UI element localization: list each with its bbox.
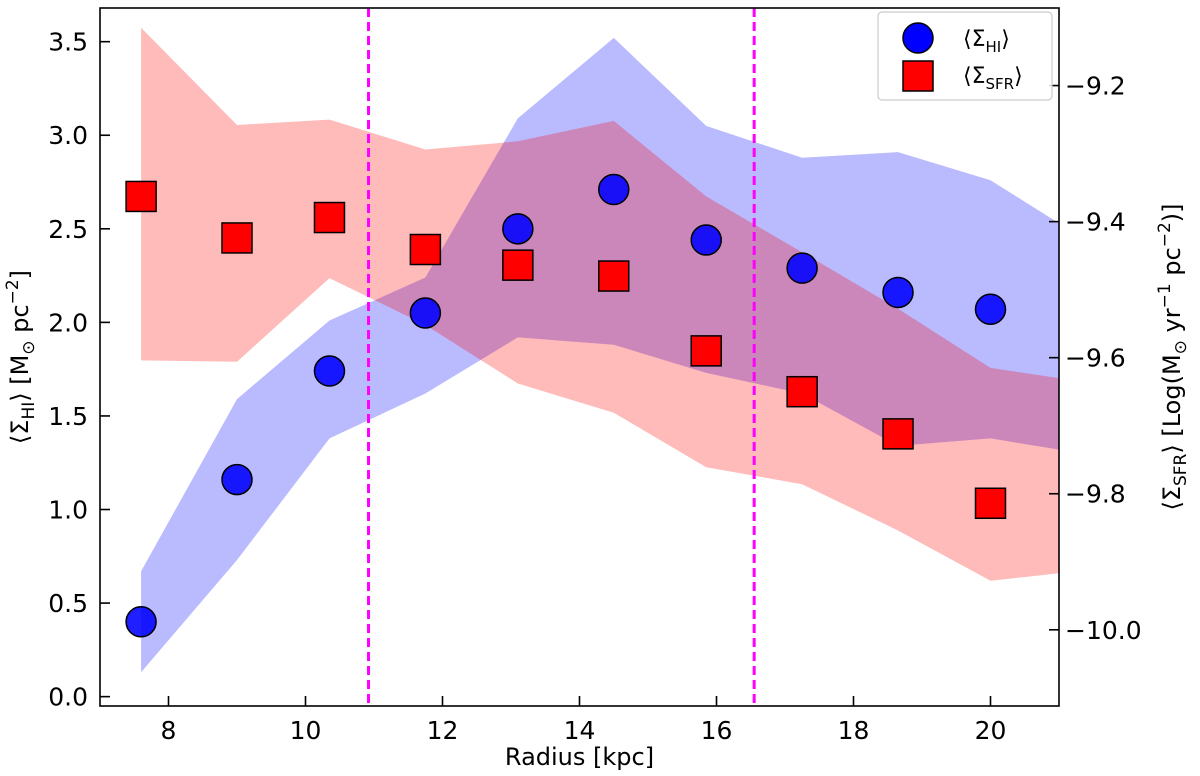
y-left-label-sub: HI [19, 402, 39, 420]
reference-lines [367, 8, 756, 706]
hi-point-9 [974, 293, 1007, 326]
y-right-tick-label-4: −9.2 [1065, 72, 1126, 101]
y-axis-left-label: ⟨ΣHI⟩ [M⊙ pc−2] [3, 270, 39, 444]
sfr-point-5 [598, 260, 630, 292]
y-left-tick-label-0: 0.0 [48, 683, 88, 712]
y-right-label-rest3: pc [1158, 247, 1186, 283]
x-axis-label: Radius [kpc] [505, 743, 654, 771]
legend-label-sfr: ⟨ΣSFR⟩ [963, 64, 1023, 93]
x-tick-label-0: 8 [161, 716, 177, 745]
sfr-point-7 [786, 375, 818, 408]
y-left-tick-label-5: 2.5 [48, 215, 88, 244]
y-right-label-sub: SFR [1171, 453, 1191, 486]
hi-point-3 [409, 297, 442, 329]
y-left-label-sup: −2 [3, 279, 23, 304]
y-right-label-rest2: yr [1158, 308, 1186, 340]
confidence-bands [141, 27, 1060, 673]
data-points [125, 173, 1007, 638]
y-left-label-sun: ⊙ [19, 340, 39, 354]
hi-point-4 [502, 213, 534, 245]
sfr-point-6 [690, 335, 722, 367]
y-right-label-main: ⟨Σ [1158, 486, 1186, 511]
y-axis-left-ticks: 0.0 0.5 1.0 1.5 2.0 2.5 3.0 3.5 [48, 28, 110, 712]
y-right-tick-label-1: −9.8 [1065, 480, 1126, 509]
hi-point-0 [125, 606, 157, 638]
x-tick-label-4: 16 [701, 716, 733, 745]
legend-hi-sub: HI [985, 38, 1001, 56]
hi-point-2 [313, 355, 346, 387]
hi-point-6 [690, 224, 722, 256]
sfr-point-4 [502, 249, 534, 281]
x-tick-label-1: 10 [290, 716, 322, 745]
hi-point-5 [598, 173, 630, 206]
legend-marker-sfr [902, 60, 934, 92]
y-left-label-rest3: ] [6, 270, 34, 279]
y-right-label-sup1: −1 [1155, 283, 1175, 308]
y-left-label-rest2: pc [6, 304, 34, 340]
x-tick-label-5: 18 [838, 716, 870, 745]
y-right-label-rest: ⟩ [Log(M [1158, 354, 1186, 453]
y-axis-right-label: ⟨ΣSFR⟩ [Log(M⊙ yr−1 pc−2)] [1155, 203, 1191, 510]
y-right-label-rest4: )] [1158, 203, 1186, 222]
legend-label-hi: ⟨ΣHI⟩ [963, 27, 1010, 56]
x-tick-label-3: 14 [564, 716, 596, 745]
y-right-tick-label-2: −9.6 [1065, 344, 1126, 373]
x-tick-label-6: 20 [975, 716, 1007, 745]
hi-point-7 [786, 252, 818, 284]
band-sfr [141, 27, 1060, 581]
sfr-point-2 [313, 201, 346, 234]
legend-hi-end: ⟩ [1001, 27, 1010, 52]
legend-sfr-end: ⟩ [1014, 64, 1023, 89]
legend-sfr-sub: SFR [985, 75, 1014, 93]
band-hi [141, 37, 1060, 673]
x-axis-ticks: 8 10 12 14 16 18 20 [161, 696, 1007, 745]
legend-sfr-main: ⟨Σ [963, 64, 985, 89]
y-right-label-sup2: −2 [1155, 222, 1175, 247]
sfr-point-0 [125, 180, 157, 213]
y-left-tick-label-1: 0.5 [48, 589, 88, 618]
y-left-tick-label-2: 1.0 [48, 496, 88, 525]
sfr-point-9 [974, 487, 1007, 520]
hi-point-1 [221, 463, 253, 496]
y-left-label-rest: ⟩ [M [6, 355, 34, 402]
legend-hi-main: ⟨Σ [963, 27, 985, 52]
y-left-label-main: ⟨Σ [6, 420, 34, 445]
legend-marker-hi [902, 22, 934, 54]
y-left-tick-label-6: 3.0 [48, 121, 88, 150]
y-left-tick-label-4: 2.0 [48, 308, 88, 337]
y-right-tick-label-0: −10.0 [1065, 616, 1142, 645]
sfr-point-8 [882, 418, 914, 450]
y-right-label-sun: ⊙ [1171, 340, 1191, 354]
x-tick-label-2: 12 [427, 716, 459, 745]
legend: ⟨ΣHI⟩ ⟨ΣSFR⟩ [877, 11, 1053, 101]
sfr-point-3 [409, 233, 442, 266]
y-left-tick-label-7: 3.5 [48, 28, 88, 57]
y-axis-right-ticks: −10.0 −9.8 −9.6 −9.4 −9.2 [1049, 72, 1142, 645]
sfr-point-1 [221, 222, 253, 254]
hi-point-8 [882, 276, 914, 309]
y-right-tick-label-3: −9.4 [1065, 208, 1126, 237]
y-left-tick-label-3: 1.5 [48, 402, 88, 431]
